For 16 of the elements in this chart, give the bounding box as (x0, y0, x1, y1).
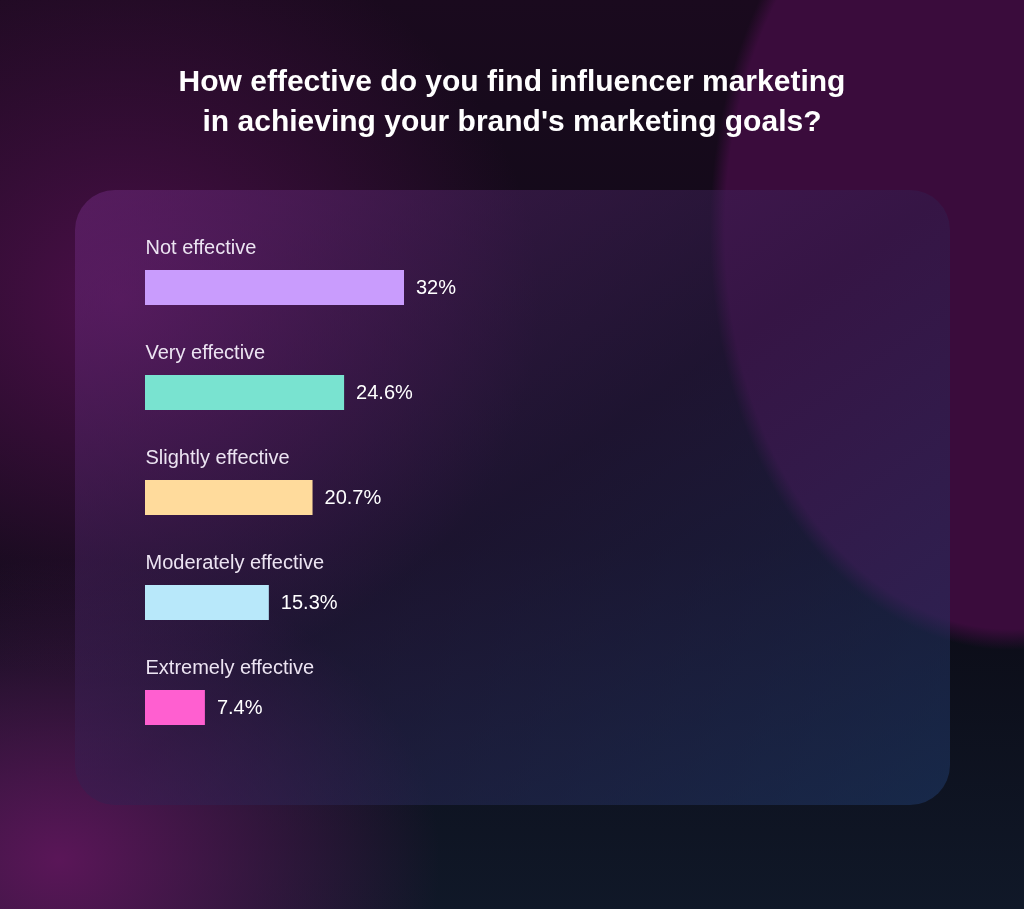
bar (145, 480, 313, 515)
data-label: 20.7% (324, 485, 382, 508)
y-tick-label: Moderately effective (145, 550, 325, 573)
y-tick-label: Very effective (145, 340, 266, 363)
y-tick-label: Not effective (145, 235, 257, 258)
y-tick-label: Slightly effective (145, 445, 290, 468)
data-label: 15.3% (280, 590, 338, 613)
data-label: 32% (416, 275, 457, 298)
text: How effective do you find influencer marketing in achieving your brand's marketing goals? (178, 64, 846, 137)
bar (145, 270, 404, 305)
bar (145, 690, 205, 725)
data-label: 7.4% (216, 695, 263, 718)
y-tick-label: Extremely effective (145, 655, 315, 678)
data-label: 24.6% (356, 380, 414, 403)
bar (145, 585, 269, 620)
bar (145, 375, 345, 410)
